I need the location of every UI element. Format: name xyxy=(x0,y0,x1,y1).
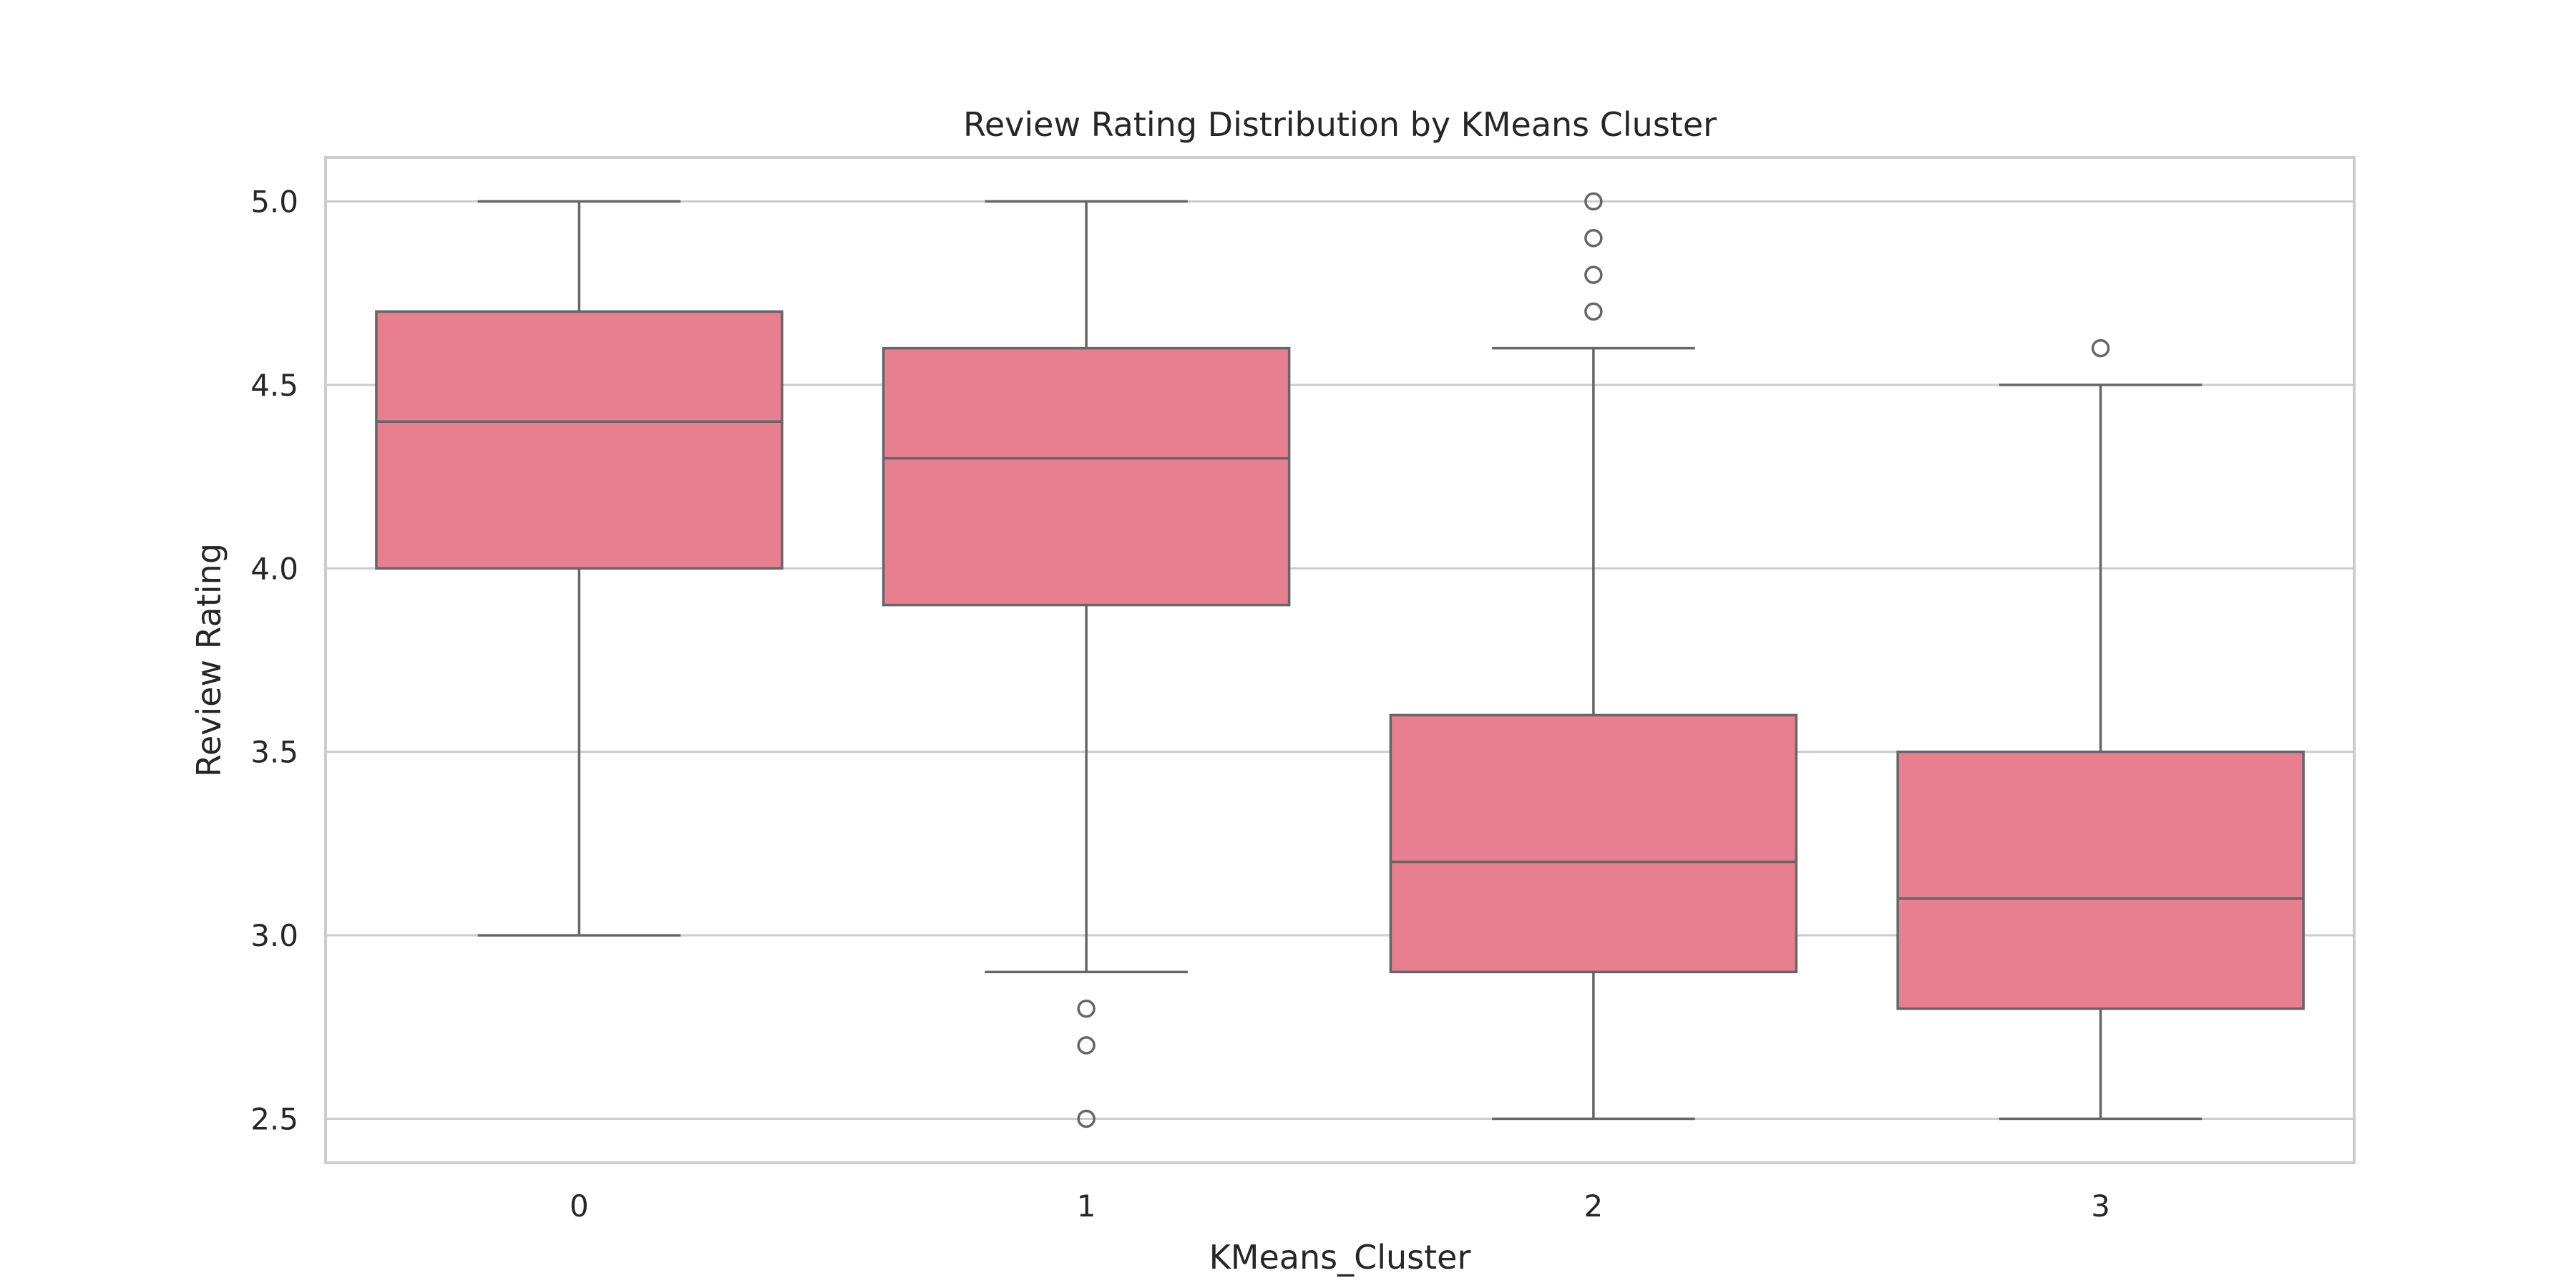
iqr-box xyxy=(375,310,784,570)
x-axis-label: KMeans_Cluster xyxy=(1209,1238,1471,1277)
iqr-box xyxy=(1389,713,1798,974)
x-tick-labels: 0 1 2 3 xyxy=(570,1189,2110,1224)
iqr-box xyxy=(1896,750,2305,1010)
boxes xyxy=(375,192,2305,1128)
y-tick-label: 3.0 xyxy=(250,918,298,953)
chart-title: Review Rating Distribution by KMeans Clu… xyxy=(963,105,1717,144)
outlier-point xyxy=(2091,338,2110,358)
box-group-cluster-2 xyxy=(1389,192,1798,1121)
y-tick-label: 4.0 xyxy=(250,551,298,586)
x-tick-label: 0 xyxy=(570,1189,589,1224)
box-group-cluster-3 xyxy=(1896,338,2305,1121)
y-tick-labels: 2.5 3.0 3.5 4.0 4.5 5.0 xyxy=(250,185,298,1137)
outlier-point xyxy=(1584,265,1603,284)
y-tick-label: 2.5 xyxy=(250,1101,298,1136)
box-group-cluster-0 xyxy=(375,200,784,937)
plot-frame xyxy=(324,156,2356,1164)
x-tick-label: 1 xyxy=(1077,1189,1096,1224)
outlier-point xyxy=(1584,302,1603,321)
outlier-point xyxy=(1584,192,1603,211)
outlier-point xyxy=(1584,229,1603,248)
outlier-point xyxy=(1077,1109,1096,1128)
y-tick-label: 4.5 xyxy=(250,368,298,403)
outlier-point xyxy=(1077,999,1096,1018)
iqr-box xyxy=(882,346,1291,607)
x-tick-label: 2 xyxy=(1584,1189,1604,1224)
y-tick-label: 3.5 xyxy=(250,735,298,770)
outlier-point xyxy=(1077,1036,1096,1055)
box-group-cluster-1 xyxy=(882,200,1291,1128)
x-tick-label: 3 xyxy=(2091,1189,2110,1224)
y-tick-label: 5.0 xyxy=(250,185,298,220)
y-axis-label: Review Rating xyxy=(190,543,228,777)
